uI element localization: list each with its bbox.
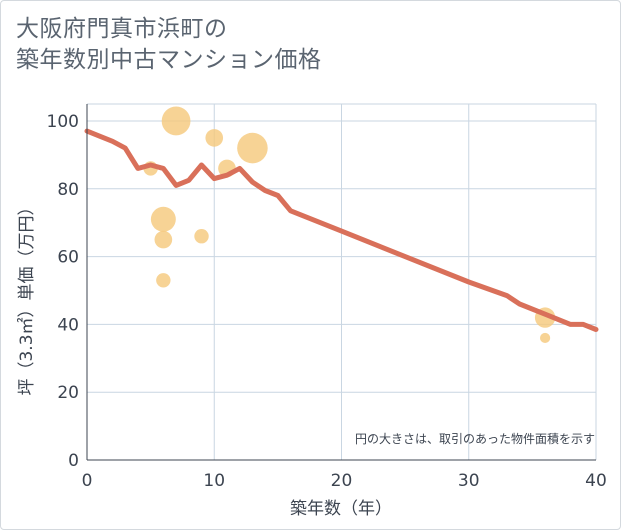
x-tick-label-0: 0 (82, 471, 93, 491)
axes (86, 104, 596, 461)
y-tick-label-40: 40 (57, 315, 79, 335)
bubble-6 (205, 129, 224, 147)
bubble-10 (540, 332, 551, 344)
trend-line-group (84, 128, 599, 332)
bubble-8 (237, 132, 268, 164)
y-tick-label-100: 100 (47, 112, 79, 132)
bubble-4 (161, 106, 191, 136)
x-tick-label-20: 20 (331, 471, 353, 491)
y-tick-label-20: 20 (57, 383, 79, 403)
bubble-1 (150, 206, 176, 232)
chart-title-line-2: 築年数別中古マンション価格 (16, 47, 322, 73)
tick-labels: 0 20 40 60 80 100 0 10 20 30 40 (47, 112, 607, 491)
bubbles (143, 106, 556, 344)
y-tick-label-0: 0 (68, 451, 79, 471)
bubble-5 (194, 229, 209, 244)
chart-title: 大阪府門真市浜町の 築年数別中古マンション価格 (16, 14, 322, 76)
y-tick-label-80: 80 (57, 180, 79, 200)
bubble-3 (156, 273, 171, 288)
x-axis-label: 築年数（年） (290, 499, 392, 519)
y-tick-label-60: 60 (57, 248, 79, 268)
trend-line (84, 128, 599, 332)
x-tick-label-10: 10 (203, 471, 225, 491)
chart-title-line-1: 大阪府門真市浜町の (16, 16, 228, 42)
y-axis-label: 坪（3.3㎡）単価（万円） (17, 198, 37, 395)
size-annotation: 円の大きさは、取引のあった物件面積を示す (355, 431, 595, 446)
bubble-2 (154, 230, 173, 249)
x-tick-label-40: 40 (585, 471, 607, 491)
x-tick-label-30: 30 (458, 471, 480, 491)
